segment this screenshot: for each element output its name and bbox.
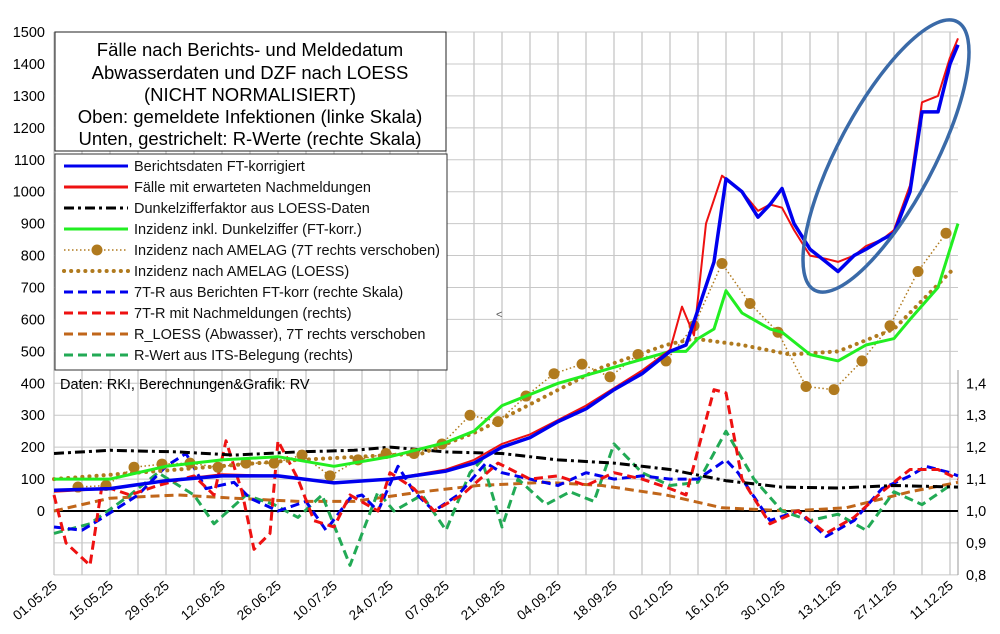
legend-label: 7T-R aus Berichten FT-korr (rechte Skala…	[134, 285, 403, 301]
y-axis-right: 0,8 0,9 1,0 1,1 1,2 1,3 1,4	[966, 376, 986, 584]
y-left-tick-label: 1000	[13, 185, 45, 201]
series-marker	[884, 320, 896, 332]
title-line: Unten, gestrichelt: R-Werte (rechte Skal…	[78, 128, 421, 149]
x-tick-label: 16.10.25	[682, 578, 732, 623]
x-tick-label: 30.10.25	[738, 578, 788, 623]
series-marker	[632, 349, 644, 361]
legend-label: Fälle mit erwarteten Nachmeldungen	[134, 180, 371, 196]
series-marker	[744, 297, 756, 309]
title-line: Abwasserdaten und DZF nach LOESS	[92, 62, 409, 83]
series-marker	[856, 355, 868, 367]
x-axis: 01.05.25 15.05.25 29.05.25 12.06.25 26.06.25…	[10, 578, 956, 623]
y-left-tick-label: 1300	[13, 89, 45, 105]
y-right-tick-label: 1,3	[966, 408, 986, 424]
y-left-tick-label: 1100	[14, 153, 45, 169]
legend-label: Inzidenz nach AMELAG (7T rechts verschob…	[134, 243, 440, 259]
y-right-tick-label: 1,2	[966, 440, 986, 456]
y-right-tick-label: 0,9	[966, 536, 986, 552]
y-axis-left: 0 100 200 300 400 500 600 700 800 900 1000 1100 1200…	[13, 25, 45, 520]
legend-label: Inzidenz nach AMELAG (LOESS)	[134, 264, 349, 280]
series-marker	[912, 266, 924, 278]
series-marker	[324, 470, 336, 482]
stray-mark: <	[496, 309, 502, 321]
series-marker	[128, 461, 140, 473]
legend-label: Inzidenz inkl. Dunkelziffer (FT-korr.)	[134, 222, 362, 238]
x-tick-label: 13.11.25	[795, 578, 844, 623]
y-left-tick-label: 800	[21, 249, 45, 265]
highlight-ellipse	[801, 18, 971, 294]
x-tick-label: 12.06.25	[178, 578, 228, 623]
series-line	[53, 44, 960, 492]
series-line	[53, 452, 959, 538]
y-left-tick-label: 0	[37, 504, 45, 520]
y-left-tick-label: 900	[21, 217, 45, 233]
title-box: Fälle nach Berichts- und Meldedatum Abwa…	[54, 31, 447, 152]
x-tick-label: 01.05.25	[10, 578, 60, 623]
series-marker	[828, 384, 840, 396]
series-marker	[800, 380, 812, 392]
y-left-tick-label: 500	[21, 344, 45, 360]
series-line	[52, 388, 959, 567]
x-tick-label: 27.11.25	[851, 578, 900, 623]
y-right-tick-label: 1,0	[966, 504, 986, 520]
legend-label: Berichtsdaten FT-korrigiert	[134, 159, 305, 175]
x-tick-label: 15.05.25	[66, 578, 116, 623]
x-tick-label: 29.05.25	[122, 578, 172, 623]
x-tick-label: 24.07.25	[346, 578, 396, 623]
series-marker	[212, 461, 224, 473]
y-left-tick-label: 100	[21, 472, 45, 488]
x-tick-label: 18.09.25	[570, 578, 620, 623]
legend: Berichtsdaten FT-korrigiert Fälle mit erw…	[54, 153, 448, 371]
legend-label: Dunkelzifferfaktor aus LOESS-Daten	[134, 201, 370, 217]
y-left-tick-label: 600	[21, 312, 45, 328]
y-right-tick-label: 0,8	[966, 568, 986, 584]
title-line: Fälle nach Berichts- und Meldedatum	[97, 39, 403, 60]
series-marker	[604, 371, 616, 383]
series-line	[54, 223, 960, 481]
series-marker	[268, 457, 280, 469]
series-line	[53, 429, 951, 567]
series-marker	[940, 227, 952, 239]
y-left-tick-label: 400	[21, 376, 45, 392]
title-line: Oben: gemeldete Infektionen (linke Skala…	[78, 106, 423, 127]
series-marker	[464, 409, 476, 421]
series-marker	[296, 449, 308, 461]
source-note: Daten: RKI, Berechnungen&Grafik: RV	[60, 377, 310, 393]
series-marker	[576, 358, 588, 370]
y-left-tick-label: 300	[21, 408, 45, 424]
series-line	[77, 232, 947, 488]
x-tick-label: 21.08.25	[458, 578, 508, 623]
legend-label: R_LOESS (Abwasser), 7T rechts verschoben	[134, 327, 425, 343]
y-left-tick-label: 200	[21, 440, 45, 456]
legend-label: 7T-R mit Nachmeldungen (rechts)	[134, 306, 352, 322]
series-layer	[52, 38, 960, 567]
title-line: (NICHT NORMALISIERT)	[144, 84, 356, 105]
legend-marker	[91, 244, 103, 256]
series-marker	[548, 368, 560, 380]
x-tick-label: 10.07.25	[290, 578, 340, 623]
legend-label: R-Wert aus ITS-Belegung (rechts)	[134, 348, 353, 364]
series-line	[53, 445, 959, 490]
x-tick-label: 04.09.25	[514, 578, 564, 623]
y-left-tick-label: 1200	[13, 121, 45, 137]
series-marker	[240, 457, 252, 469]
x-tick-label: 26.06.25	[234, 578, 284, 623]
x-tick-label: 11.12.25	[907, 578, 956, 623]
y-left-tick-label: 700	[21, 280, 45, 296]
x-tick-label: 02.10.25	[626, 578, 676, 623]
x-tick-label: 07.08.25	[402, 578, 452, 623]
y-left-tick-label: 1500	[13, 25, 45, 41]
series-marker	[492, 416, 504, 428]
y-right-tick-label: 1,1	[966, 472, 986, 488]
y-left-tick-label: 1400	[13, 57, 45, 73]
series-marker	[716, 258, 728, 270]
y-right-tick-label: 1,4	[966, 376, 986, 392]
